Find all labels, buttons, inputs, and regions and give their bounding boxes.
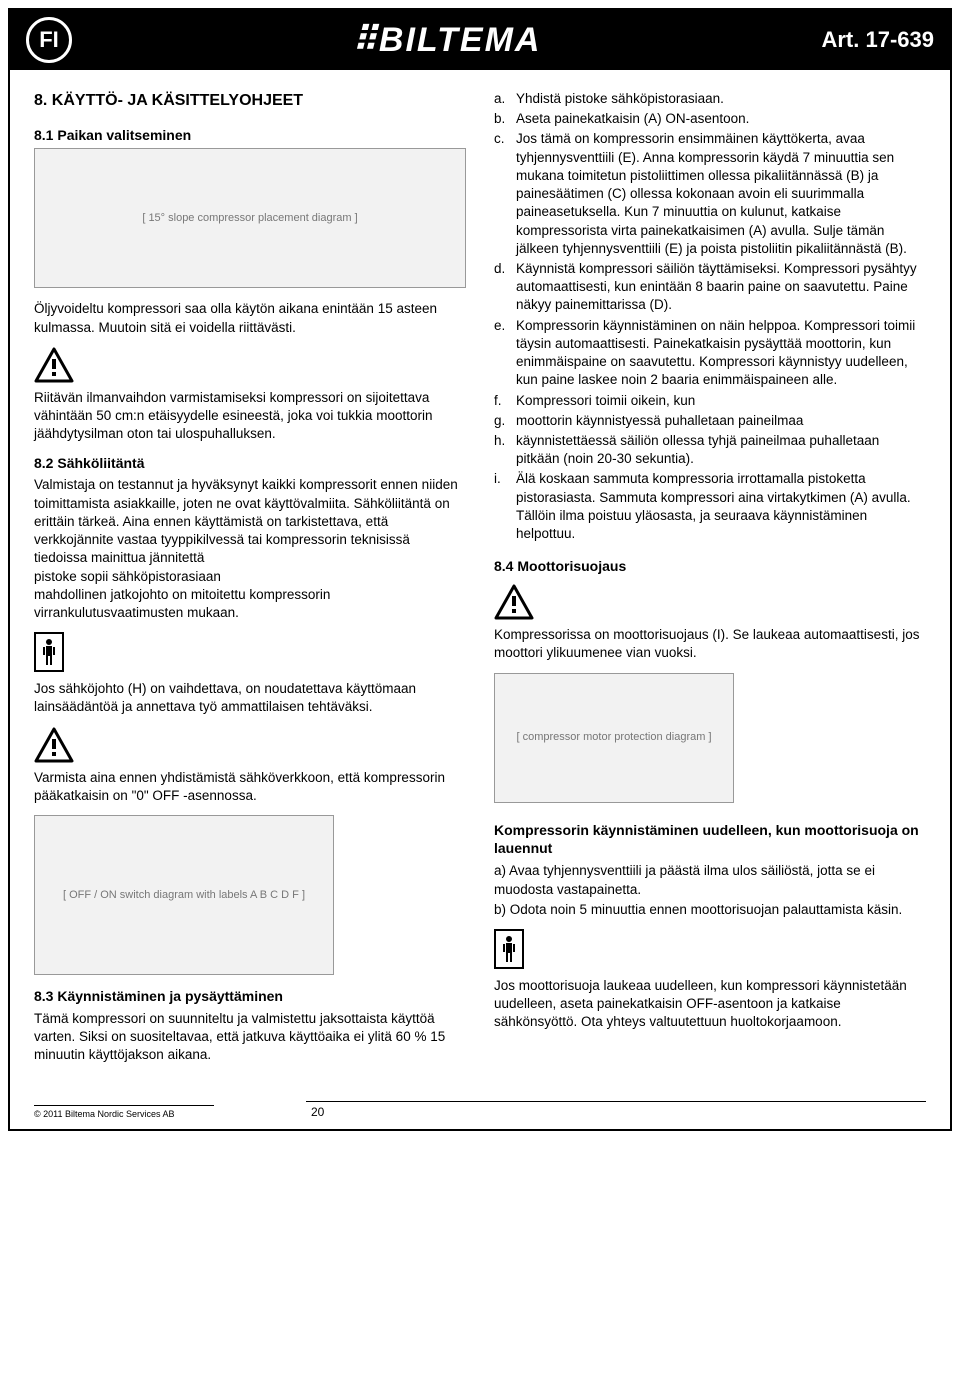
step-letter: b. — [494, 110, 516, 128]
step-text: Jos tämä on kompressorin ensimmäinen käy… — [516, 130, 926, 258]
column-right: a.Yhdistä pistoke sähköpistorasiaan.b.As… — [494, 90, 926, 1075]
page-footer: © 2011 Biltema Nordic Services AB 20 — [10, 1095, 950, 1129]
copyright-text: © 2011 Biltema Nordic Services AB — [34, 1105, 214, 1119]
column-left: 8. KÄYTTÖ- JA KÄSITTELYOHJEET 8.1 Paikan… — [34, 90, 466, 1075]
page-header: FI ⠿BILTEMA Art. 17-639 — [10, 10, 950, 70]
page-content: 8. KÄYTTÖ- JA KÄSITTELYOHJEET 8.1 Paikan… — [10, 70, 950, 1095]
heading-8-4: 8.4 Moottorisuojaus — [494, 557, 926, 576]
step-text: käynnistettäessä säiliön ollessa tyhjä p… — [516, 432, 926, 468]
procedure-step: g.moottorin käynnistyessä puhalletaan pa… — [494, 412, 926, 430]
step-letter: c. — [494, 130, 516, 258]
article-number: Art. 17-639 — [821, 27, 934, 53]
start-procedure-list: a.Yhdistä pistoke sähköpistorasiaan.b.As… — [494, 90, 926, 543]
warning-icon — [34, 727, 74, 763]
procedure-step: b.Aseta painekatkaisin (A) ON-asentoon. — [494, 110, 926, 128]
paragraph-restart-b: b) Odota noin 5 minuuttia ennen moottori… — [494, 901, 926, 919]
step-text: Aseta painekatkaisin (A) ON-asentoon. — [516, 110, 749, 128]
heading-8-1: 8.1 Paikan valitseminen — [34, 126, 466, 145]
paragraph-motor-protection: Kompressorissa on moottorisuojaus (I). S… — [494, 626, 926, 662]
step-text: Yhdistä pistoke sähköpistorasiaan. — [516, 90, 724, 108]
warning-icon — [494, 584, 534, 620]
step-letter: f. — [494, 392, 516, 410]
step-letter: h. — [494, 432, 516, 468]
step-text: Kompressori toimii oikein, kun — [516, 392, 695, 410]
heading-8-3: 8.3 Käynnistäminen ja pysäyttäminen — [34, 987, 466, 1006]
brand-dots-icon: ⠿ — [352, 20, 375, 60]
step-text: Kompressorin käynnistäminen on näin help… — [516, 317, 926, 390]
technician-icon — [34, 632, 64, 672]
step-letter: e. — [494, 317, 516, 390]
paragraph-electrical: Valmistaja on testannut ja hyväksynyt ka… — [34, 476, 466, 622]
page-number: 20 — [306, 1101, 926, 1119]
heading-restart: Kompressorin käynnistäminen uudelleen, k… — [494, 821, 926, 859]
step-text: Älä koskaan sammuta kompressoria irrotta… — [516, 470, 926, 543]
procedure-step: h.käynnistettäessä säiliön ollessa tyhjä… — [494, 432, 926, 468]
step-letter: i. — [494, 470, 516, 543]
heading-8-2: 8.2 Sähköliitäntä — [34, 454, 466, 473]
brand-text: BILTEMA — [379, 21, 542, 59]
language-badge: FI — [26, 17, 72, 63]
figure-slope-placement: [ 15° slope compressor placement diagram… — [34, 148, 466, 288]
figure-motor-protection: [ compressor motor protection diagram ] — [494, 673, 734, 803]
paragraph-switch-off: Varmista aina ennen yhdistämistä sähköve… — [34, 769, 466, 805]
procedure-step: c.Jos tämä on kompressorin ensimmäinen k… — [494, 130, 926, 258]
procedure-step: f.Kompressori toimii oikein, kun — [494, 392, 926, 410]
step-text: moottorin käynnistyessä puhalletaan pain… — [516, 412, 803, 430]
step-letter: a. — [494, 90, 516, 108]
step-letter: g. — [494, 412, 516, 430]
paragraph-oil-angle: Öljyvoideltu kompressori saa olla käytön… — [34, 300, 466, 336]
technician-icon — [494, 929, 524, 969]
brand-logo: ⠿BILTEMA — [72, 20, 821, 60]
warning-icon — [34, 347, 74, 383]
procedure-step: i.Älä koskaan sammuta kompressoria irrot… — [494, 470, 926, 543]
paragraph-restart-again: Jos moottorisuoja laukeaa uudelleen, kun… — [494, 977, 926, 1032]
procedure-step: e.Kompressorin käynnistäminen on näin he… — [494, 317, 926, 390]
heading-8: 8. KÄYTTÖ- JA KÄSITTELYOHJEET — [34, 90, 466, 112]
procedure-step: a.Yhdistä pistoke sähköpistorasiaan. — [494, 90, 926, 108]
paragraph-start-stop: Tämä kompressori on suunniteltu ja valmi… — [34, 1010, 466, 1065]
paragraph-cord-replace: Jos sähköjohto (H) on vaihdettava, on no… — [34, 680, 466, 716]
paragraph-ventilation: Riitävän ilmanvaihdon varmistamiseksi ko… — [34, 389, 466, 444]
paragraph-restart-a: a) Avaa tyhjennysventtiili ja päästä ilm… — [494, 862, 926, 898]
manual-page: FI ⠿BILTEMA Art. 17-639 8. KÄYTTÖ- JA KÄ… — [8, 8, 952, 1131]
procedure-step: d.Käynnistä kompressori säiliön täyttämi… — [494, 260, 926, 315]
step-letter: d. — [494, 260, 516, 315]
step-text: Käynnistä kompressori säiliön täyttämise… — [516, 260, 926, 315]
figure-off-on-switch: [ OFF / ON switch diagram with labels A … — [34, 815, 334, 975]
